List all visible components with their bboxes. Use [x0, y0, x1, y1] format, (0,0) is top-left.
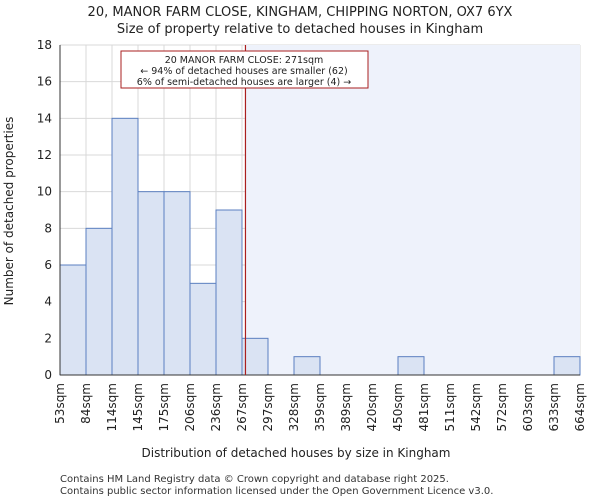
chart-title-line2: Size of property relative to detached ho… [117, 22, 483, 37]
x-tick-label-542sqm: 542sqm [469, 383, 483, 431]
x-tick-label-359sqm: 359sqm [313, 383, 327, 431]
y-tick-label: 10 [37, 185, 52, 199]
x-tick-label-175sqm: 175sqm [157, 383, 171, 431]
x-tick-label-420sqm: 420sqm [365, 383, 379, 431]
annotation-box: 20 MANOR FARM CLOSE: 271sqm ← 94% of det… [120, 50, 369, 89]
bar-145sqm [137, 191, 165, 376]
bar-450sqm [397, 356, 425, 376]
bar-633sqm [553, 356, 581, 376]
x-tick-label-236sqm: 236sqm [209, 383, 223, 431]
y-tick-label: 8 [44, 221, 52, 235]
bars [59, 117, 581, 376]
x-tick-label-664sqm: 664sqm [573, 383, 587, 431]
footer-line2: Contains public sector information licen… [60, 486, 493, 497]
annotation-line1: 20 MANOR FARM CLOSE: 271sqm [165, 55, 324, 66]
annotation-line2: ← 94% of detached houses are smaller (62… [140, 66, 347, 77]
x-axis-label: Distribution of detached houses by size … [142, 446, 451, 460]
x-tick-label-389sqm: 389sqm [339, 383, 353, 431]
x-tick-label-511sqm: 511sqm [443, 383, 457, 431]
x-tick-label-297sqm: 297sqm [261, 383, 275, 431]
bar-328sqm [293, 356, 321, 376]
x-tick-label-328sqm: 328sqm [287, 383, 301, 431]
annotation-line3: 6% of semi-detached houses are larger (4… [137, 77, 351, 88]
x-tick-label-53sqm: 53sqm [53, 383, 67, 424]
x-tick-label-267sqm: 267sqm [235, 383, 249, 431]
axes [59, 45, 580, 376]
x-tick-label-145sqm: 145sqm [131, 383, 145, 431]
y-tick-label: 14 [37, 111, 52, 125]
highlight-rect [245, 45, 580, 375]
x-tick-label-450sqm: 450sqm [391, 383, 405, 431]
annotation-border [120, 50, 369, 89]
bar-53sqm [59, 264, 87, 376]
y-tick-label: 0 [44, 368, 52, 382]
bar-206sqm [189, 282, 217, 376]
x-tick-label-572sqm: 572sqm [495, 383, 509, 431]
y-tick-labels: 0 2 4 6 8 10 12 14 16 18 [37, 38, 52, 382]
y-axis-label: Number of detached properties [2, 117, 16, 306]
bar-236sqm [215, 209, 243, 376]
x-tick-label-603sqm: 603sqm [521, 383, 535, 431]
y-tick-label: 2 [44, 331, 52, 345]
bar-267sqm [241, 337, 269, 376]
x-tick-label-206sqm: 206sqm [183, 383, 197, 431]
x-tick-label-114sqm: 114sqm [105, 383, 119, 431]
highlight-region [245, 45, 580, 375]
chart-title-line1: 20, MANOR FARM CLOSE, KINGHAM, CHIPPING … [88, 5, 513, 20]
y-tick-label: 18 [37, 38, 52, 52]
x-tick-label-633sqm: 633sqm [547, 383, 561, 431]
x-tick-labels: 53sqm 84sqm 114sqm 145sqm 175sqm 206sqm 236sqm… [53, 383, 587, 431]
bar-114sqm [111, 117, 139, 376]
footer-line1: Contains HM Land Registry data © Crown c… [60, 474, 449, 485]
x-tick-label-84sqm: 84sqm [79, 383, 93, 424]
bar-175sqm [163, 191, 191, 376]
bar-84sqm [85, 227, 113, 376]
y-tick-label: 12 [37, 148, 52, 162]
x-tick-label-481sqm: 481sqm [417, 383, 431, 431]
y-tick-label: 6 [44, 258, 52, 272]
y-tick-label: 16 [37, 75, 52, 89]
y-tick-label: 4 [44, 295, 52, 309]
